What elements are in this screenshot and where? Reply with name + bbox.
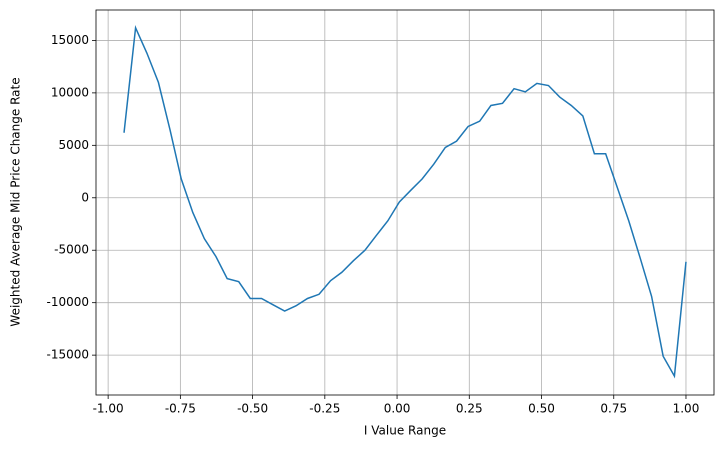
x-tick-label: 1.00 [673,402,700,416]
x-tick-label: -0.25 [309,402,340,416]
y-tick-label: 15000 [51,33,89,47]
x-axis-label: I Value Range [364,424,446,438]
y-tick-label: 5000 [58,138,89,152]
y-tick-label: -5000 [54,243,89,257]
x-tick-label: -0.50 [237,402,268,416]
x-tick-label: -0.75 [165,402,196,416]
line [123,25,687,379]
y-tick-label: -15000 [46,348,89,362]
x-tick-label: 0.25 [456,402,483,416]
x-tick-label: 0.00 [384,402,411,416]
y-tick-label: 0 [81,190,89,204]
x-tick-label: 0.50 [528,402,555,416]
y-tick-label: 10000 [51,85,89,99]
x-tick-label: 0.75 [600,402,627,416]
y-axis-label: Weighted Average Mid Price Change Rate [9,77,23,326]
plot-frame [95,9,715,396]
x-tick-label: -1.00 [93,402,124,416]
y-tick-label: -10000 [46,295,89,309]
